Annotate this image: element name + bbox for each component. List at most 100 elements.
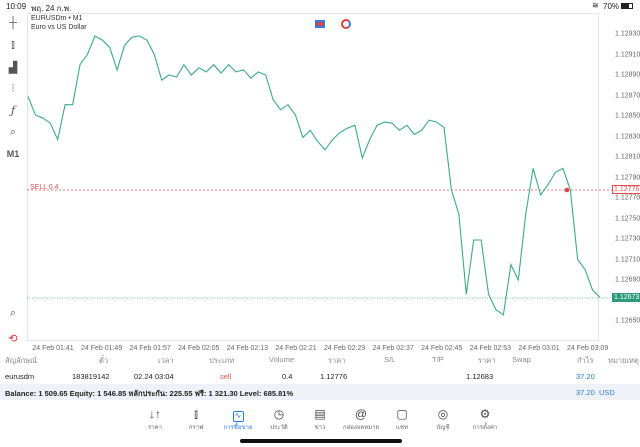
nav-news[interactable]: ▤ ข่าว — [295, 407, 345, 432]
y-tick-label: 1.12730 — [615, 235, 640, 243]
row-open-price: 1.12776 — [320, 372, 348, 381]
x-tick-label: 24 Feb 02:13 — [226, 345, 269, 352]
col-ticket: ตั๋ว — [99, 356, 109, 365]
battery-icon — [621, 3, 633, 9]
status-bar: 10:09 พฤ. 24 ก.พ. ≋ 70% — [0, 0, 640, 13]
y-tick-label: 1.12690 — [615, 276, 640, 284]
row-time: 02.24 03:04 — [134, 372, 174, 381]
row-ticket: 183819142 — [72, 372, 110, 381]
arrows-icon: ↓↑ — [149, 407, 161, 421]
gear-icon: ⚙ — [479, 407, 491, 421]
sell-order-label[interactable]: SELL 0.4 — [30, 184, 59, 191]
y-tick-label: 1.12790 — [615, 174, 640, 181]
x-tick-label: 24 Feb 03:09 — [566, 345, 609, 352]
y-tick-label: 1.12810 — [615, 153, 640, 161]
nav-chart[interactable]: ⫾ กราฟ — [171, 407, 221, 432]
x-tick-label: 24 Feb 01:41 — [32, 345, 74, 352]
objects-icon[interactable]: ⌕ — [9, 126, 17, 138]
nav-label: กล่องจดหมาย — [342, 425, 380, 431]
nav-chat[interactable]: ▢ แชท — [377, 407, 427, 432]
row-symbol: eurusdm — [5, 372, 35, 381]
news-icon: ▤ — [314, 407, 326, 421]
at-icon: @ — [354, 407, 368, 421]
y-tick-label: 1.12750 — [615, 215, 640, 222]
x-tick-label: 24 Feb 02:53 — [469, 345, 512, 352]
col-tp: T/P — [432, 355, 444, 364]
chart-area[interactable] — [27, 13, 599, 341]
x-tick-label: 24 Feb 02:37 — [372, 345, 414, 352]
x-tick-label: 24 Feb 01:57 — [129, 345, 171, 352]
nav-label: บัญชี — [436, 425, 450, 431]
x-tick-label: 24 Feb 01:49 — [80, 345, 123, 352]
nav-settings[interactable]: ⚙ การตั้งค่า — [460, 407, 510, 432]
wifi-icon: ≋ — [592, 1, 599, 10]
row-volume: 0.4 — [282, 372, 293, 381]
col-open-price: ราคา — [328, 356, 346, 365]
clock-icon: ◷ — [273, 407, 285, 421]
chart-description: Euro vs US Dollar — [31, 24, 87, 31]
col-profit: กำไร — [577, 356, 594, 365]
col-sl: S/L — [384, 355, 396, 364]
y-tick-label: 1.12890 — [615, 71, 640, 79]
col-price: ราคา — [478, 356, 496, 365]
col-comment: หมายเหตุ — [608, 356, 639, 365]
nav-label: การซื้อขาย — [223, 425, 253, 431]
function-icon[interactable]: ƒ — [10, 104, 16, 117]
y-tick-label: 1.12710 — [615, 256, 640, 263]
y-tick-label: 1.12930 — [615, 30, 640, 38]
candlestick-icon: ⫾ — [194, 407, 198, 421]
y-tick-label: 1.12910 — [615, 51, 640, 58]
x-tick-label: 24 Feb 02:21 — [275, 345, 317, 352]
nav-quotes[interactable]: ↓↑ ราคา — [130, 407, 180, 432]
row-price: 1.12683 — [466, 372, 494, 381]
y-tick-label: 1.12830 — [615, 133, 640, 140]
x-tick-label: 24 Feb 03:01 — [518, 345, 560, 352]
row-profit: 37.20 — [576, 372, 595, 381]
col-symbol: สัญลักษณ์ — [5, 356, 38, 365]
trade-chart-icon: ∿ — [213, 407, 263, 422]
col-time: เวลา — [158, 356, 174, 365]
nav-label: แชท — [396, 425, 408, 431]
nav-account[interactable]: ◎ บัญชี — [418, 407, 468, 432]
crosshair-icon[interactable]: ┼ — [9, 17, 17, 29]
chart-symbol[interactable]: EURUSDm • M1 — [31, 15, 83, 22]
candlestick-icon[interactable]: ⫾ — [11, 39, 15, 51]
currency: USD — [599, 388, 615, 397]
nav-label: กราฟ — [188, 425, 204, 431]
clock: 10:09 — [6, 2, 27, 11]
battery-level: 70% — [603, 2, 620, 11]
chat-icon: ▢ — [396, 407, 408, 421]
nav-label: ข่าว — [314, 425, 326, 431]
nav-trade[interactable]: ∿ การซื้อขาย — [213, 407, 263, 432]
row-type: sell — [220, 372, 232, 381]
balance-summary: Balance: 1 509.65 Equity: 1 546.85 หลักป… — [5, 389, 294, 398]
sell-price-tag: 1.12776 — [612, 185, 640, 194]
one-click-trade-icon[interactable] — [315, 20, 325, 28]
nav-label: การตั้งค่า — [472, 425, 498, 431]
indicators-icon[interactable]: ⫶ — [11, 83, 15, 95]
x-tick-label: 24 Feb 02:45 — [421, 345, 463, 352]
nav-history[interactable]: ◷ ประวัติ — [254, 407, 304, 432]
nav-label: ราคา — [148, 425, 162, 431]
order-marker[interactable] — [564, 187, 570, 193]
x-tick-label: 24 Feb 02:05 — [178, 345, 220, 352]
date: พฤ. 24 ก.พ. — [31, 4, 72, 13]
home-indicator — [240, 439, 402, 443]
current-price-tag: 1.12673 — [612, 293, 640, 302]
price-line — [27, 35, 601, 316]
price-chart — [27, 35, 612, 316]
y-tick-label: 1.12870 — [615, 92, 640, 99]
x-tick-label: 24 Feb 02:29 — [323, 345, 366, 352]
y-tick-label: 1.12650 — [615, 317, 640, 325]
timeframe-button[interactable]: M1 — [6, 149, 20, 159]
balance-bar: Balance: 1 509.65 Equity: 1 546.85 หลักป… — [0, 384, 640, 400]
nav-mailbox[interactable]: @ กล่องจดหมาย — [336, 407, 386, 432]
y-tick-label: 1.12850 — [615, 112, 640, 120]
depth-icon[interactable] — [341, 19, 351, 29]
trade-icon[interactable]: ⟲ — [8, 333, 18, 345]
bar-chart-icon[interactable]: ▟ — [8, 62, 18, 74]
col-volume: Volume — [269, 355, 295, 364]
col-type: ประเภท — [209, 356, 235, 365]
zoom-icon[interactable]: ⌕ — [9, 307, 17, 319]
nav-label: ประวัติ — [270, 425, 288, 431]
